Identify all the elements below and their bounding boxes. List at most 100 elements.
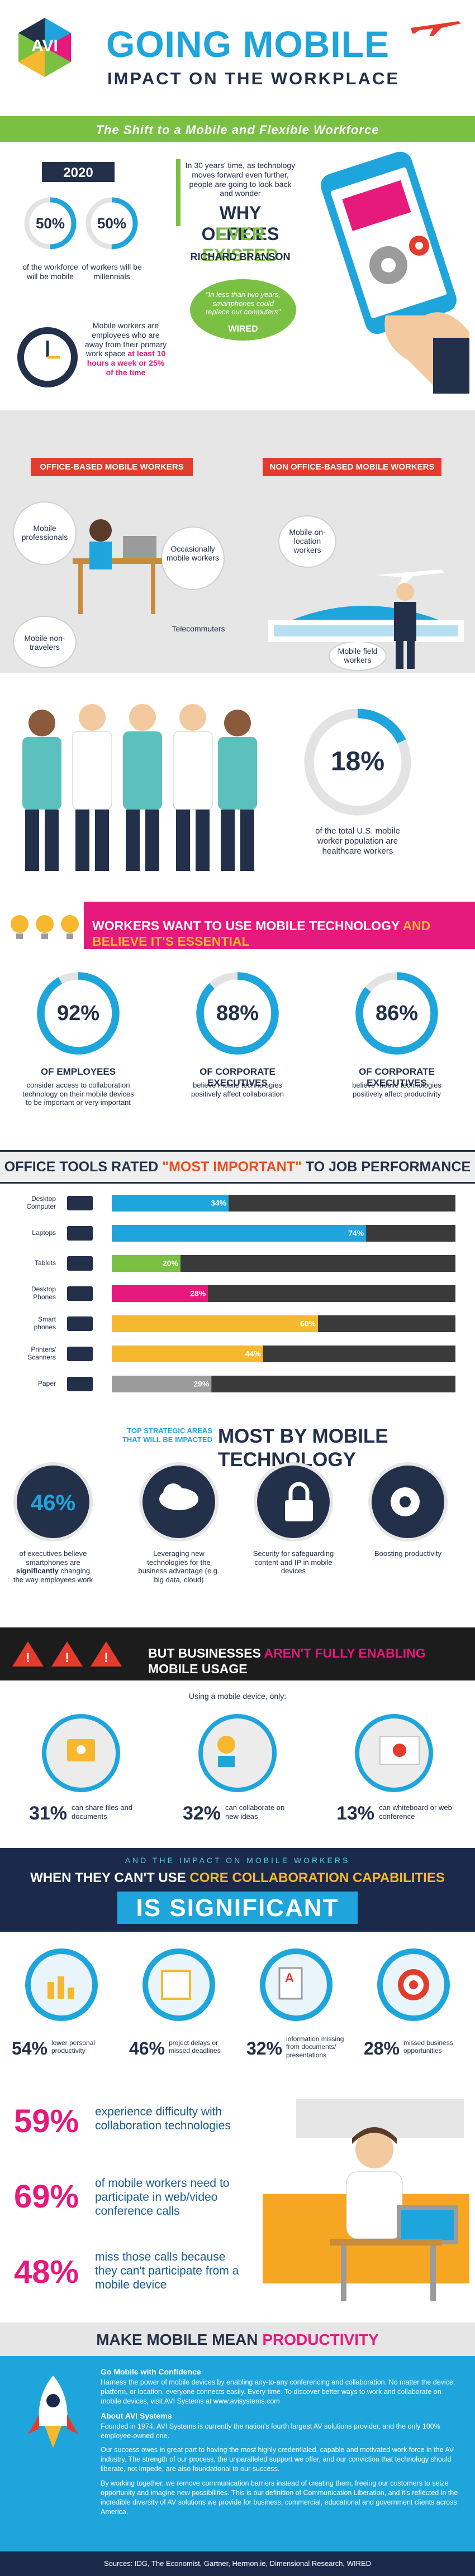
banner-part: AREN'T FULLY ENABLING: [264, 1646, 426, 1660]
impact-text: lower personal productivity: [51, 2039, 96, 2055]
year: 2020: [63, 165, 93, 180]
worker-type: Telecommuters: [172, 624, 225, 633]
decoration: [41, 933, 48, 939]
bubble: [279, 516, 335, 567]
wired-source: WIRED: [228, 324, 258, 334]
tool-icon: [67, 1377, 93, 1391]
enable-text: can collaborate on new ideas: [225, 1803, 285, 1821]
call-stat: 59%: [14, 2103, 79, 2139]
decoration: [394, 602, 416, 641]
enable-text: can whiteboard or web conference: [379, 1803, 452, 1821]
bubble: [162, 528, 224, 589]
person-icon: [394, 583, 416, 669]
decoration: Desktop: [31, 1195, 56, 1203]
bar: [112, 1285, 208, 1302]
decoration: [278, 1967, 303, 2000]
worker-type: Mobile field workers: [338, 647, 378, 664]
tag: OFFICE-BASED MOBILE WORKERS: [31, 458, 193, 476]
decoration: [285, 1500, 313, 1521]
stat-text: of the workforce will be mobile: [22, 262, 78, 281]
ring: 50%: [86, 197, 138, 250]
ring-label: 88%: [216, 1002, 259, 1025]
call-stat: 48%: [14, 2254, 79, 2290]
enable-stat: 31%: [28, 1803, 67, 1824]
tool-icon: [67, 1286, 93, 1301]
quote-bar: [176, 159, 180, 226]
impact-stat: 32%: [246, 2038, 282, 2058]
decoration: [240, 810, 254, 871]
decoration: [45, 33, 71, 62]
plane-icon: [411, 21, 461, 36]
decoration: [91, 1641, 122, 1667]
decoration: [25, 810, 254, 871]
stat-text: believe mobile technologies positively a…: [191, 1081, 284, 1098]
heading-part: PRODUCTIVITY: [262, 2331, 379, 2348]
decoration: Printers/: [31, 1346, 56, 1353]
banner-part: AND BELIEVE IT'S ESSENTIAL: [92, 918, 431, 949]
tool-icon: [67, 1256, 93, 1271]
significant-box: [117, 1892, 358, 1924]
tool-name: Paper: [38, 1380, 56, 1387]
decoration: [28, 704, 251, 736]
decoration: [409, 1980, 418, 1989]
banner-part: MOBILE USAGE: [148, 1661, 248, 1676]
closing-banner: [0, 2323, 475, 2356]
decoration: [89, 519, 112, 542]
areas-heading: MOST BY MOBILE TECHNOLOGY: [218, 1425, 388, 1471]
tool-name: Desktop Computer: [26, 1195, 56, 1210]
impact-heading: WHEN THEY CAN'T USE CORE COLLABORATION C…: [0, 1870, 475, 1886]
ring-arc: [196, 972, 279, 1055]
impact-text: missed business opportunities: [403, 2039, 453, 2055]
tool-name: Tablets: [35, 1259, 56, 1267]
heading-part: "MOST IMPORTANT": [162, 1159, 302, 1175]
worker-type: Mobile professionals: [21, 524, 68, 542]
decoration: [430, 2245, 436, 2301]
definition-highlight: at least 10 hours a week or 25% of the t…: [87, 349, 166, 377]
area-text: Boosting productivity: [374, 1549, 441, 1558]
closing-subheading: Go Mobile with Confidence: [101, 2367, 201, 2376]
decoration: !: [65, 1650, 69, 1665]
banner-text: The Shift to a Mobile and Flexible Workf…: [96, 123, 379, 137]
tools-header: [0, 1150, 475, 1184]
decoration: [355, 2130, 393, 2168]
title: GOING MOBILE: [106, 23, 390, 65]
heading-part: TO JOB PERFORMANCE: [305, 1159, 471, 1175]
call-text: miss those calls because they can't part…: [95, 2251, 239, 2292]
quote-text: In 30 years' time, as technology moves f…: [185, 161, 296, 198]
decoration: [48, 1982, 54, 1999]
ring-arc: [86, 197, 138, 250]
decoration: [67, 2415, 78, 2434]
tool-icon: [67, 1347, 93, 1361]
ring-label: 86%: [376, 1002, 418, 1025]
decoration: [218, 737, 257, 810]
decoration: [396, 583, 414, 601]
text-part: of executives believe smartphones are: [19, 1549, 87, 1567]
impact-text: project delays or missed deadlines: [169, 2039, 221, 2055]
decoration: !: [104, 1650, 108, 1665]
decoration: [72, 731, 112, 810]
heading-part: MAKE MOBILE MEAN: [96, 2331, 258, 2348]
decoration: [161, 1970, 191, 2000]
logo-mark: AVI: [18, 18, 71, 77]
ring-label: 92%: [57, 1002, 99, 1025]
circle-icon: [198, 1714, 277, 1792]
tool-name: Printers/Scanners: [27, 1346, 56, 1361]
text-part: significantly: [16, 1567, 59, 1576]
healthcare-illustration: [22, 704, 257, 871]
decoration: [196, 810, 210, 871]
bar-label: 44%: [245, 1349, 262, 1358]
definition-text: Mobile workers are employees who are awa…: [84, 321, 167, 358]
paragraph: By working together, we remove communica…: [101, 2479, 458, 2516]
ring-label: 18%: [331, 747, 384, 777]
decoration: [25, 810, 39, 871]
decoration: [129, 704, 156, 731]
stat-text: of workers will be millennials: [82, 262, 142, 281]
circle-icon: [17, 1466, 89, 1538]
ring: 18%: [304, 708, 411, 816]
decoration: [407, 641, 415, 669]
decoration: Computer: [26, 1203, 56, 1210]
quote-line: WHY OFFICES: [201, 203, 279, 245]
decoration: [18, 18, 45, 47]
rocket-icon: [28, 2376, 78, 2448]
wired-bubble: [190, 279, 296, 341]
